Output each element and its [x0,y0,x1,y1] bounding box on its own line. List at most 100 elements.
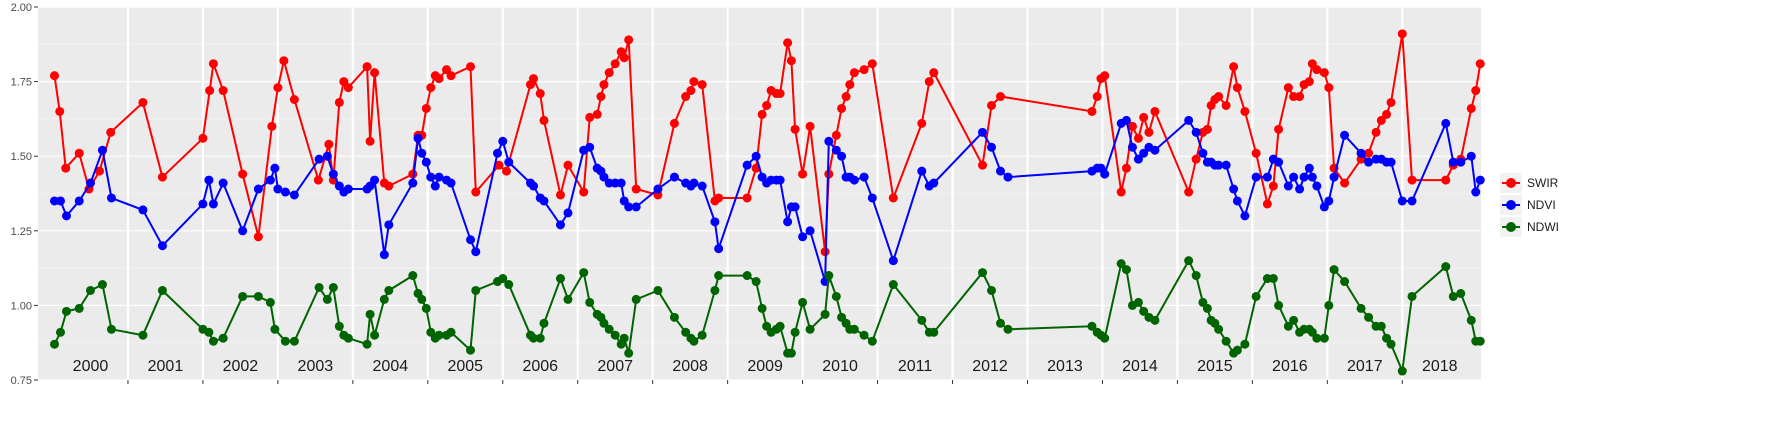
data-point-ndvi [218,178,228,188]
data-point-swir [1386,97,1396,107]
data-point-swir [55,106,65,116]
data-point-swir [786,56,796,66]
data-point-ndwi [751,277,761,287]
data-point-ndvi [322,151,332,161]
data-point-ndwi [1289,315,1299,325]
data-point-swir [837,103,847,113]
data-point-swir [1087,106,1097,116]
data-point-ndwi [619,333,629,343]
data-point-ndwi [1397,366,1407,376]
data-point-swir [689,77,699,87]
data-point-ndwi [978,268,988,278]
data-point-ndvi [426,172,436,182]
year-label: 2002 [223,358,259,375]
data-point-swir [273,83,283,93]
data-point-ndwi [343,333,353,343]
data-point-ndwi [681,327,691,337]
data-point-ndwi [1191,271,1201,281]
data-point-ndvi [1324,196,1334,206]
data-point-swir [365,136,375,146]
data-point-swir [208,59,218,69]
data-point-ndvi [1150,145,1160,155]
data-point-swir [253,232,263,242]
data-point-swir [929,68,939,78]
data-point-ndwi [742,271,752,281]
data-point-swir [697,80,707,90]
data-point-ndvi [1397,196,1407,206]
data-point-swir [539,115,549,125]
data-point-ndwi [280,336,290,346]
data-point-ndwi [714,271,724,281]
data-point-ndvi [430,181,440,191]
data-point-ndwi [888,280,898,290]
data-point-ndvi [204,175,214,185]
data-point-ndwi [55,327,65,337]
data-point-ndvi [1232,196,1242,206]
data-point-ndwi [466,345,476,355]
data-point-ndvi [742,160,752,170]
data-point-ndwi [917,315,927,325]
data-point-ndwi [1202,303,1212,313]
data-point-swir [138,97,148,107]
data-point-ndwi [446,327,456,337]
data-point-ndwi [1466,315,1476,325]
data-point-ndvi [198,199,208,209]
year-label: 2012 [972,358,1008,375]
data-point-ndwi [1274,300,1284,310]
data-point-swir [61,163,71,173]
data-point-ndvi [1471,187,1481,197]
data-point-swir [867,59,877,69]
data-point-swir [681,92,691,102]
data-point-ndvi [631,202,641,212]
data-point-ndvi [1295,184,1305,194]
data-point-swir [1139,112,1149,122]
data-point-ndvi [417,148,427,158]
data-point-ndwi [1133,297,1143,307]
data-point-ndvi [624,202,634,212]
year-label: 2001 [148,358,184,375]
data-point-swir [841,92,851,102]
data-point-swir [555,190,565,200]
data-point-ndwi [379,294,389,304]
data-point-swir [313,175,323,185]
data-point-swir [924,77,934,87]
data-point-swir [845,80,855,90]
data-point-ndvi [1307,172,1317,182]
data-point-ndwi [238,291,248,301]
data-point-swir [362,62,372,72]
data-point-ndvi [280,187,290,197]
data-point-swir [1304,77,1314,87]
data-point-swir [1184,187,1194,197]
data-point-swir [528,74,538,84]
data-point-swir [757,109,767,119]
data-point-swir [1092,92,1102,102]
data-point-swir [1324,83,1334,93]
data-point-ndwi [929,327,939,337]
y-tick-label: 0.75 [11,375,32,387]
data-point-swir [585,112,595,122]
data-point-swir [49,71,59,81]
data-point-swir [384,181,394,191]
data-point-ndvi [238,226,248,236]
data-point-ndvi [1214,160,1224,170]
data-point-ndvi [917,166,927,176]
data-point-ndwi [669,312,679,322]
data-point-swir [1229,62,1239,72]
data-point-swir [1382,109,1392,119]
data-point-ndwi [631,294,641,304]
year-label: 2018 [1422,358,1458,375]
y-tick-label: 1.00 [11,300,32,312]
data-point-ndvi [370,175,380,185]
legend: SWIR NDVI NDWI [1500,173,1559,237]
data-point-ndwi [599,318,609,328]
y-axis: 0.75 1.00 1.25 1.50 1.75 2.00 [11,2,38,387]
series-swir [49,29,1485,257]
data-point-swir [1214,92,1224,102]
data-point-ndvi [697,181,707,191]
data-point-ndvi [1184,115,1194,125]
data-point-ndwi [1121,265,1131,275]
data-point-ndwi [1232,345,1242,355]
data-point-ndwi [1329,265,1339,275]
data-point-swir [596,92,606,102]
legend-key-point [1506,200,1516,210]
